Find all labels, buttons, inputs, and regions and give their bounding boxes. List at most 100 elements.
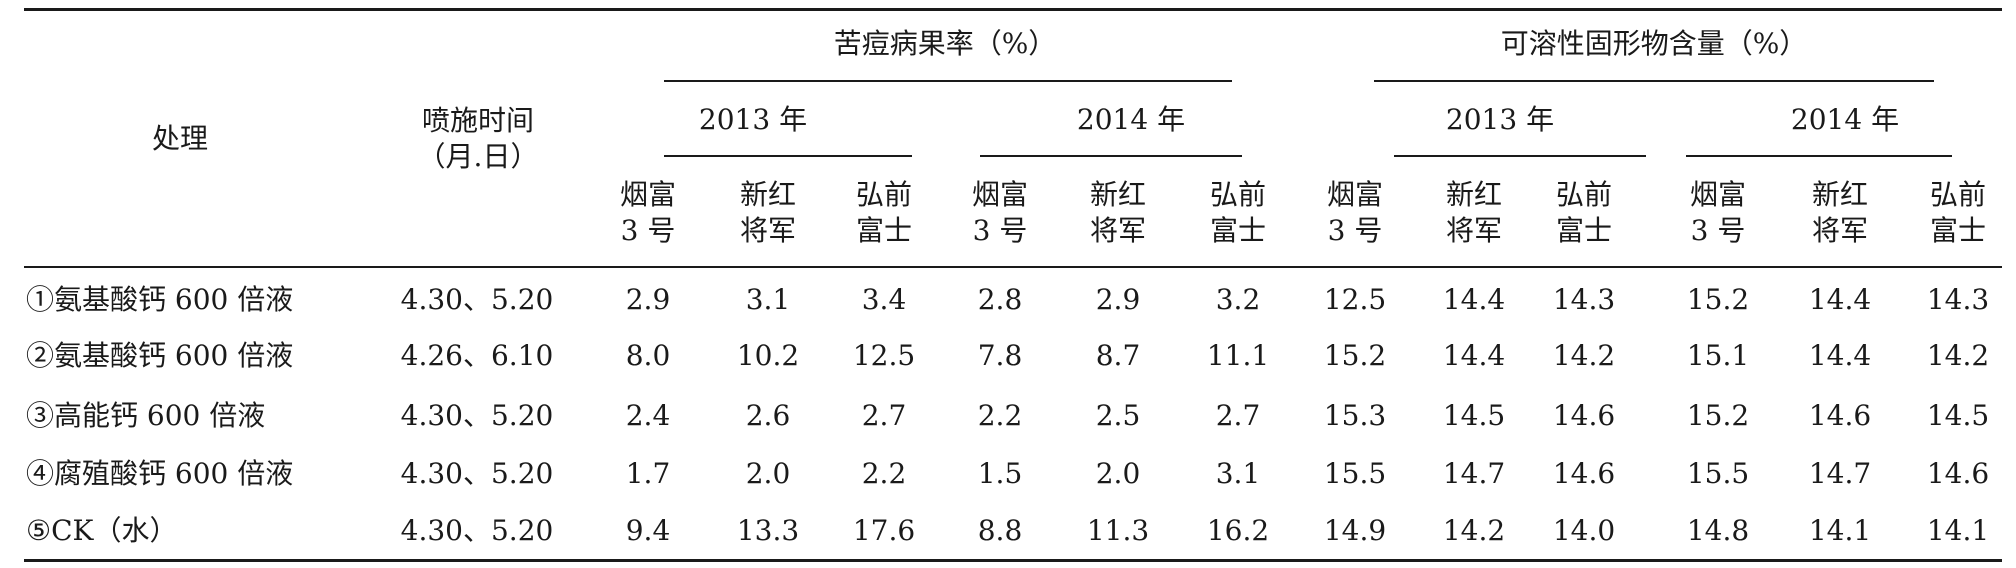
- variety-header-line1: 烟富: [1689, 178, 1747, 211]
- year-rule-solids-2013: [1394, 155, 1646, 157]
- group-soluble-solids: 可溶性固形物含量（%）: [1500, 27, 1808, 60]
- cell-value: 8.0: [625, 339, 671, 372]
- variety-header: 烟富 3 号: [1690, 177, 1746, 249]
- variety-header: 新红 将军: [1446, 177, 1502, 249]
- variety-header-line2: 将军: [1089, 214, 1147, 247]
- variety-header: 新红 将军: [1812, 177, 1868, 249]
- cell-value: 9.4: [625, 514, 671, 547]
- cell-value: 3.1: [1215, 457, 1261, 490]
- cell-value: 14.9: [1323, 514, 1387, 547]
- variety-header-line1: 新红: [1811, 178, 1869, 211]
- variety-header-line2: 将军: [1445, 214, 1503, 247]
- bottom-rule: [24, 559, 2002, 562]
- cell-value: 2.7: [1215, 399, 1261, 432]
- variety-header-line1: 弘前: [1209, 178, 1267, 211]
- cell-value: 3.2: [1215, 283, 1261, 316]
- cell-value: 14.3: [1552, 283, 1616, 316]
- cell-treatment: ④腐殖酸钙 600 倍液: [26, 457, 294, 490]
- group-rule-solids: [1374, 80, 1934, 82]
- cell-value: 2.8: [977, 283, 1023, 316]
- cell-value: 2.0: [745, 457, 791, 490]
- cell-treatment: ②氨基酸钙 600 倍液: [26, 339, 294, 372]
- variety-header: 烟富 3 号: [972, 177, 1028, 249]
- cell-value: 2.7: [861, 399, 907, 432]
- group-rule-bitter: [664, 80, 1232, 82]
- cell-value: 15.1: [1686, 339, 1750, 372]
- cell-value: 7.8: [977, 339, 1023, 372]
- cell-value: 1.7: [625, 457, 671, 490]
- cell-value: 3.4: [861, 283, 907, 316]
- cell-value: 8.7: [1095, 339, 1141, 372]
- cell-value: 15.2: [1323, 339, 1387, 372]
- cell-value: 13.3: [736, 514, 800, 547]
- variety-header-line2: 3 号: [1327, 214, 1383, 247]
- variety-header: 烟富 3 号: [1327, 177, 1383, 249]
- cell-value: 11.1: [1206, 339, 1270, 372]
- cell-value: 14.2: [1442, 514, 1506, 547]
- cell-value: 15.5: [1686, 457, 1750, 490]
- cell-spray-time: 4.26、6.10: [400, 339, 554, 372]
- variety-header-line1: 新红: [739, 178, 797, 211]
- year-solids-2013: 2013 年: [1445, 103, 1555, 136]
- variety-header-line1: 烟富: [1326, 178, 1384, 211]
- variety-header-line2: 富士: [855, 214, 913, 247]
- cell-value: 2.0: [1095, 457, 1141, 490]
- cell-value: 14.1: [1926, 514, 1990, 547]
- cell-value: 14.3: [1926, 283, 1990, 316]
- variety-header-line2: 将军: [1811, 214, 1869, 247]
- cell-value: 8.8: [977, 514, 1023, 547]
- group-bitter-pit-rate: 苦痘病果率（%）: [833, 27, 1057, 60]
- variety-header-line2: 富士: [1555, 214, 1613, 247]
- variety-header: 弘前 富士: [1556, 177, 1612, 249]
- cell-treatment: ⑤CK（水）: [26, 514, 178, 547]
- cell-value: 14.4: [1808, 283, 1872, 316]
- variety-header: 弘前 富士: [1930, 177, 1986, 249]
- cell-value: 1.5: [977, 457, 1023, 490]
- cell-value: 14.5: [1442, 399, 1506, 432]
- variety-header-line1: 弘前: [1929, 178, 1987, 211]
- variety-header-line2: 富士: [1929, 214, 1987, 247]
- cell-treatment: ①氨基酸钙 600 倍液: [26, 283, 294, 316]
- year-rule-bitter-2013: [664, 155, 912, 157]
- variety-header-line1: 弘前: [1555, 178, 1613, 211]
- year-solids-2014: 2014 年: [1790, 103, 1900, 136]
- cell-value: 15.2: [1686, 399, 1750, 432]
- header-time-line1: 喷施时间: [421, 104, 534, 137]
- cell-value: 14.5: [1926, 399, 1990, 432]
- cell-spray-time: 4.30、5.20: [400, 457, 554, 490]
- variety-header: 新红 将军: [1090, 177, 1146, 249]
- header-time: 喷施时间 （月.日）: [418, 103, 539, 175]
- cell-value: 2.4: [625, 399, 671, 432]
- cell-treatment: ③高能钙 600 倍液: [26, 399, 266, 432]
- cell-value: 14.4: [1442, 283, 1506, 316]
- header-treatment: 处理: [151, 122, 209, 155]
- variety-header-line2: 3 号: [620, 214, 676, 247]
- variety-header-line1: 新红: [1089, 178, 1147, 211]
- cell-value: 2.6: [745, 399, 791, 432]
- year-rule-solids-2014: [1686, 155, 1952, 157]
- cell-value: 15.3: [1323, 399, 1387, 432]
- cell-value: 14.1: [1808, 514, 1872, 547]
- variety-header: 弘前 富士: [856, 177, 912, 249]
- variety-header-line1: 烟富: [971, 178, 1029, 211]
- cell-value: 10.2: [736, 339, 800, 372]
- variety-header-line1: 烟富: [619, 178, 677, 211]
- cell-value: 14.4: [1442, 339, 1506, 372]
- cell-value: 11.3: [1086, 514, 1150, 547]
- cell-value: 15.5: [1323, 457, 1387, 490]
- cell-value: 14.0: [1552, 514, 1616, 547]
- cell-value: 2.2: [861, 457, 907, 490]
- year-rule-bitter-2014: [980, 155, 1242, 157]
- cell-value: 14.7: [1808, 457, 1872, 490]
- cell-spray-time: 4.30、5.20: [400, 399, 554, 432]
- variety-header: 新红 将军: [740, 177, 796, 249]
- variety-header-line2: 将军: [739, 214, 797, 247]
- header-time-line2: （月.日）: [417, 140, 539, 173]
- variety-header-line1: 新红: [1445, 178, 1503, 211]
- variety-header-line2: 3 号: [972, 214, 1028, 247]
- cell-value: 2.9: [625, 283, 671, 316]
- cell-value: 17.6: [852, 514, 916, 547]
- cell-value: 2.9: [1095, 283, 1141, 316]
- cell-value: 2.5: [1095, 399, 1141, 432]
- year-bitter-2013: 2013 年: [698, 103, 808, 136]
